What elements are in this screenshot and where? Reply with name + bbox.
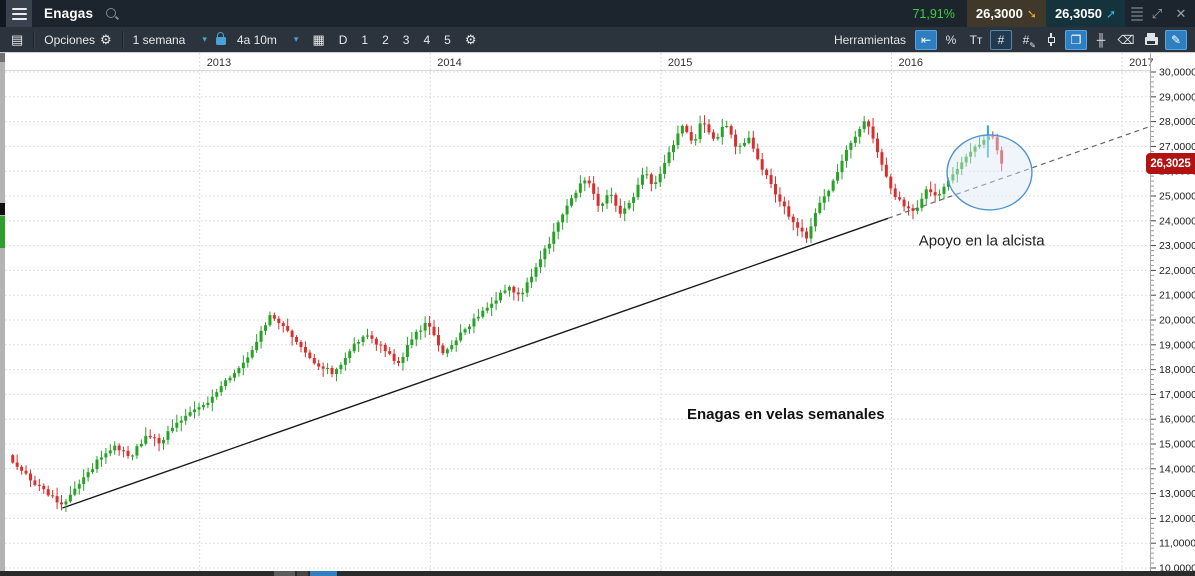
y-axis-label: 17,0000 [1159, 389, 1195, 401]
close-button[interactable]: ✕ [1171, 4, 1191, 24]
y-axis-label: 15,0000 [1159, 439, 1195, 451]
buy-quote-button[interactable]: 26,3050 ➚ [1045, 0, 1125, 27]
candles [11, 115, 1004, 512]
range-value: 4a 10m [236, 32, 277, 47]
status-segment[interactable] [297, 571, 308, 576]
y-axis-label: 19,0000 [1159, 339, 1195, 351]
y-axis-label: 25,0000 [1159, 191, 1195, 203]
status-segment-active[interactable] [310, 571, 337, 576]
divider [121, 30, 123, 49]
tools-group: Herramientas ⇤% Tт # # ✎ ❐ ╫ ⌫ ✎ [833, 29, 1195, 50]
timeframe-select[interactable]: 1 semana ▾ [126, 28, 214, 52]
y-axis-label: 20,0000 [1159, 315, 1195, 327]
print-icon[interactable] [1140, 30, 1162, 50]
calendar-button[interactable]: ▦ [305, 28, 331, 52]
change-percent: 71,91% [912, 6, 955, 21]
options-label: Opciones [44, 32, 95, 47]
layout-button-d[interactable]: D [338, 32, 348, 47]
text-size-icon[interactable]: Tт [969, 32, 983, 47]
arrow-up-icon: ➚ [1105, 6, 1116, 21]
gear-icon: ⚙ [464, 32, 477, 47]
y-axis-label: 14,0000 [1159, 463, 1195, 475]
y-axis-label: 11,0000 [1159, 538, 1195, 550]
gear-icon: ⚙ [100, 32, 112, 47]
ask-price: 26,3050 [1054, 6, 1102, 21]
y-axis-label: 30,0000 [1159, 67, 1195, 79]
candlestick-style-icon[interactable] [1040, 30, 1062, 50]
y-axis-label: 22,0000 [1159, 265, 1195, 277]
chart-annotation: Apoyo en la alcista [919, 233, 1046, 250]
y-axis-label: 27,0000 [1159, 141, 1195, 153]
y-axis-label: 12,0000 [1159, 513, 1195, 525]
eraser-icon[interactable]: ⌫ [1117, 32, 1135, 47]
search-icon[interactable] [105, 7, 119, 21]
arrow-down-icon: ➘ [1026, 6, 1037, 21]
range-select[interactable]: 4a 10m ▾ [230, 28, 306, 52]
chart-annotation: Enagas en velas semanales [687, 406, 885, 423]
grid-icon[interactable]: # [990, 29, 1012, 50]
y-axis-label: 21,0000 [1159, 290, 1195, 302]
y-axis-label: 16,0000 [1159, 414, 1195, 426]
lock-icon[interactable] [215, 32, 226, 45]
x-axis-year-label: 2013 [207, 57, 231, 69]
close-icon: ✕ [1175, 5, 1187, 21]
status-bar [0, 571, 1195, 576]
y-axis-label: 13,0000 [1159, 488, 1195, 500]
symbol-title: Enagas [44, 6, 94, 21]
bid-price: 26,3000 [975, 6, 1023, 21]
timeframe-value: 1 semana [132, 32, 186, 47]
chevron-down-icon: ▾ [293, 34, 299, 44]
detach-window-icon[interactable]: ❐ [1065, 29, 1087, 50]
y-axis-label: 28,0000 [1159, 116, 1195, 128]
y-axis-label: 29,0000 [1159, 91, 1195, 103]
hamburger-icon [11, 12, 27, 15]
y-axis-label: 18,0000 [1159, 364, 1195, 376]
expand-icon: ⤢ [1151, 5, 1163, 21]
divider [33, 30, 35, 49]
title-bar: Enagas 71,91% 26,3000 ➘ 26,3050 ➚ ⤢ ✕ [0, 0, 1195, 27]
indicator-icon[interactable]: ╫ [1096, 32, 1106, 47]
detach-button[interactable]: ⤢ [1147, 4, 1167, 24]
layout-button-3[interactable]: 3 [402, 32, 410, 47]
drag-grip[interactable] [1131, 4, 1143, 24]
x-axis-year-label: 2016 [899, 57, 923, 69]
window-edge [0, 0, 6, 27]
options-button[interactable]: Opciones ⚙ [37, 28, 118, 52]
layout-button-5[interactable]: 5 [444, 32, 451, 47]
layout-button-2[interactable]: 2 [382, 32, 389, 47]
x-axis-year-label: 2017 [1129, 57, 1153, 69]
snap-back-icon[interactable]: ⇤ [915, 29, 937, 50]
calendar-icon: ▦ [312, 32, 325, 47]
list-icon: ▤ [11, 32, 24, 47]
sell-quote-button[interactable]: 26,3000 ➘ [966, 0, 1046, 27]
layout-button-4[interactable]: 4 [423, 32, 431, 47]
menu-button[interactable] [6, 0, 32, 27]
layout-button-1[interactable]: 1 [361, 32, 369, 47]
grid-edit-icon[interactable]: # ✎ [1022, 32, 1036, 50]
x-axis-year-label: 2015 [668, 57, 692, 69]
chart-plot-area[interactable] [5, 53, 1150, 571]
y-axis-label: 23,0000 [1159, 240, 1195, 252]
x-axis-year-label: 2014 [437, 57, 461, 69]
tools-label: Herramientas [833, 32, 906, 47]
titlebar-right: 71,91% 26,3000 ➘ 26,3050 ➚ ⤢ ✕ [912, 0, 1195, 27]
settings-button[interactable]: ⚙ [458, 28, 484, 52]
last-price-tag: 26,3025 [1146, 153, 1195, 174]
y-axis-label: 24,0000 [1159, 215, 1195, 227]
chevron-down-icon: ▾ [202, 34, 207, 44]
percent-scale-icon[interactable]: % [945, 32, 957, 47]
draw-color-icon[interactable]: ✎ [1165, 29, 1187, 50]
tool-buttons: ⇤% Tт # # ✎ ❐ ╫ ⌫ ✎ [915, 29, 1187, 50]
status-segment[interactable] [274, 571, 295, 576]
panel-list-button[interactable]: ▤ [4, 28, 30, 52]
